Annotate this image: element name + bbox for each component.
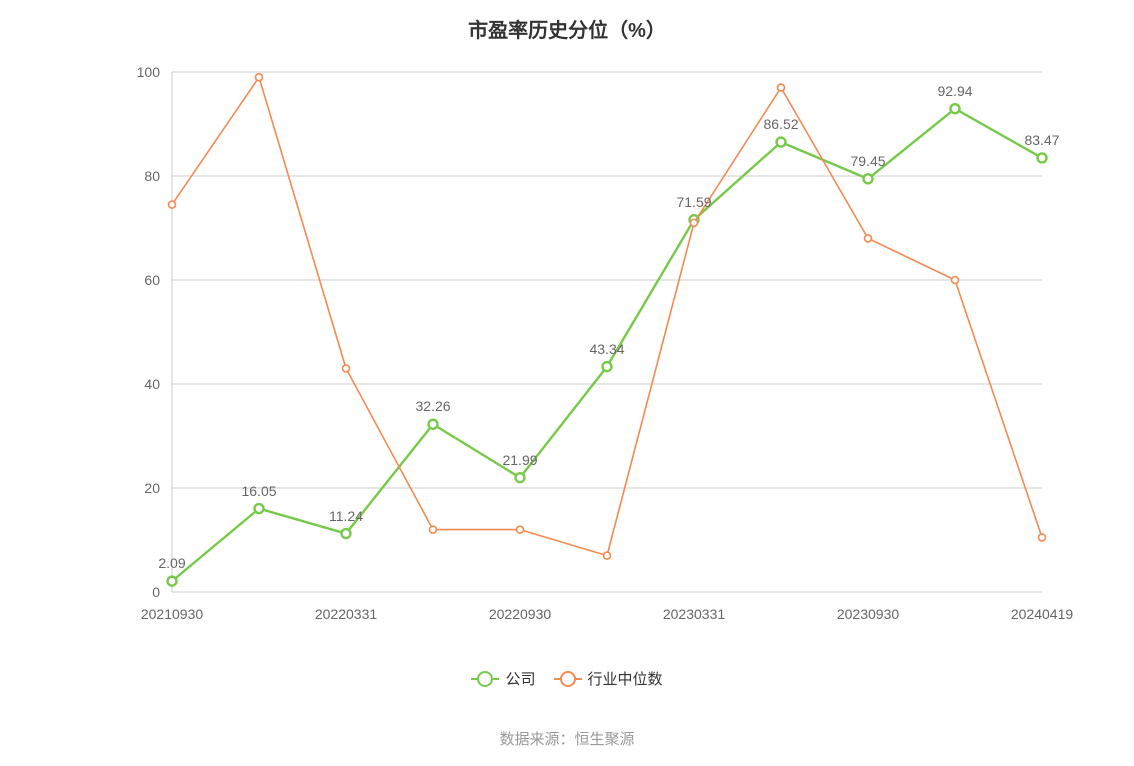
series-0-value-label: 21.99 [502,452,537,468]
legend-label: 公司 [505,668,535,689]
series-1-marker[interactable] [778,84,785,91]
y-tick-label: 0 [152,584,160,600]
series-0-marker[interactable] [429,420,438,429]
series-1-marker[interactable] [691,219,698,226]
series-0-value-label: 83.47 [1024,132,1059,148]
x-tick-label: 20220930 [489,606,551,622]
chart-plot [0,0,1134,766]
legend-swatch-icon [471,672,499,686]
x-tick-label: 20210930 [141,606,203,622]
series-1-marker[interactable] [256,74,263,81]
series-0-value-label: 43.34 [589,341,624,357]
series-0-value-label: 11.24 [329,508,363,524]
series-1-marker[interactable] [430,526,437,533]
series-0-marker[interactable] [951,104,960,113]
legend-label: 行业中位数 [588,668,663,689]
series-0-marker[interactable] [168,577,177,586]
series-0-value-label: 71.59 [676,194,711,210]
series-0-marker[interactable] [342,529,351,538]
series-0-marker[interactable] [255,504,264,513]
legend-item-0[interactable]: 公司 [471,668,535,689]
legend-item-1[interactable]: 行业中位数 [554,668,663,689]
chart-legend: 公司 行业中位数 [0,668,1134,689]
data-source-footer: 数据来源：恒生聚源 [0,728,1134,749]
y-tick-label: 60 [144,272,160,288]
series-0-value-label: 2.09 [158,555,185,571]
series-0-value-label: 79.45 [850,153,885,169]
series-0-marker[interactable] [603,362,612,371]
series-0-marker[interactable] [1038,153,1047,162]
y-tick-label: 100 [137,64,160,80]
series-1-marker[interactable] [604,552,611,559]
y-tick-label: 20 [144,480,160,496]
series-0-value-label: 86.52 [763,116,798,132]
series-1-marker[interactable] [865,235,872,242]
series-1-marker[interactable] [1039,534,1046,541]
series-line-1 [172,77,1042,555]
series-0-marker[interactable] [516,473,525,482]
y-tick-label: 40 [144,376,160,392]
series-0-marker[interactable] [864,174,873,183]
series-0-value-label: 16.05 [241,483,276,499]
series-0-value-label: 92.94 [937,83,972,99]
page-root: 市盈率历史分位（%） 020406080100 2021093020220331… [0,0,1134,766]
y-tick-label: 80 [144,168,160,184]
x-tick-label: 20220331 [315,606,377,622]
series-1-marker[interactable] [169,201,176,208]
x-tick-label: 20230930 [837,606,899,622]
series-0-value-label: 32.26 [415,398,450,414]
series-1-marker[interactable] [952,277,959,284]
series-1-marker[interactable] [517,526,524,533]
legend-swatch-icon [554,672,582,686]
x-tick-label: 20240419 [1011,606,1073,622]
series-1-marker[interactable] [343,365,350,372]
x-tick-label: 20230331 [663,606,725,622]
series-0-marker[interactable] [777,138,786,147]
